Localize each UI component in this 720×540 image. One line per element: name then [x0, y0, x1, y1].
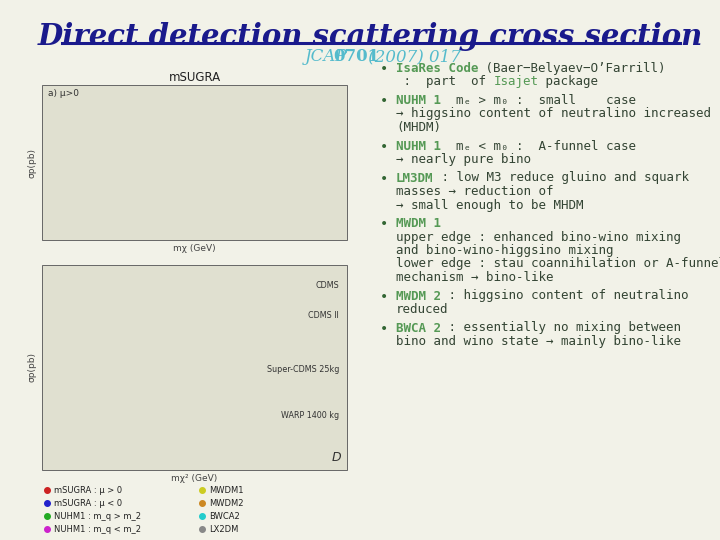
- Text: BWCA 2: BWCA 2: [396, 321, 441, 334]
- Text: •: •: [380, 139, 388, 153]
- Text: NUHM1 : m_q < m_2: NUHM1 : m_q < m_2: [54, 525, 141, 534]
- Bar: [42, 265, 347, 470]
- Text: 0701: 0701: [333, 48, 379, 65]
- Text: : higgsino content of neutralino: : higgsino content of neutralino: [441, 289, 688, 302]
- Text: mSUGRA: mSUGRA: [168, 71, 220, 84]
- Text: mechanism → bino-like: mechanism → bino-like: [396, 271, 554, 284]
- Text: NUHM1 : m_q > m_2: NUHM1 : m_q > m_2: [54, 512, 141, 521]
- Text: NUHM 1: NUHM 1: [396, 94, 441, 107]
- Text: MWDM2: MWDM2: [209, 499, 243, 508]
- Text: : low M3 reduce gluino and squark: : low M3 reduce gluino and squark: [433, 172, 688, 185]
- Text: •: •: [380, 62, 388, 76]
- Text: Super-CDMS 25kg: Super-CDMS 25kg: [266, 366, 339, 375]
- Text: WARP 1400 kg: WARP 1400 kg: [281, 410, 339, 420]
- Text: bino and wino state → mainly bino-like: bino and wino state → mainly bino-like: [396, 335, 681, 348]
- Text: mₑ > m₀ :  small    case: mₑ > m₀ : small case: [441, 94, 636, 107]
- Text: •: •: [380, 172, 388, 186]
- Text: •: •: [380, 289, 388, 303]
- Text: σp(pb): σp(pb): [27, 353, 37, 382]
- Text: MWDM1: MWDM1: [209, 486, 243, 495]
- Bar: [42, 85, 347, 240]
- Text: and bino-wino-higgsino mixing: and bino-wino-higgsino mixing: [396, 244, 613, 257]
- Text: •: •: [380, 94, 388, 108]
- Text: •: •: [380, 217, 388, 231]
- Text: (Baer−Belyaev−O’Farrill): (Baer−Belyaev−O’Farrill): [479, 62, 666, 75]
- Text: BWCA2: BWCA2: [209, 512, 240, 521]
- Text: σp(pb): σp(pb): [27, 147, 37, 178]
- Text: LM3DM: LM3DM: [396, 172, 433, 185]
- Text: NUHM 1: NUHM 1: [396, 139, 441, 152]
- Text: LX2DM: LX2DM: [209, 525, 238, 534]
- Text: → higgsino content of neutralino increased: → higgsino content of neutralino increas…: [396, 107, 711, 120]
- Text: → nearly pure bino: → nearly pure bino: [396, 153, 531, 166]
- Text: IsaRes Code: IsaRes Code: [396, 62, 479, 75]
- Text: mₑ < m₀ :  A-funnel case: mₑ < m₀ : A-funnel case: [441, 139, 636, 152]
- Text: package: package: [539, 76, 598, 89]
- Text: mχ (GeV): mχ (GeV): [174, 244, 216, 253]
- Text: MWDM 2: MWDM 2: [396, 289, 441, 302]
- Text: lower edge : stau coannihilation or A-funnel: lower edge : stau coannihilation or A-fu…: [396, 258, 720, 271]
- Text: → small enough to be MHDM: → small enough to be MHDM: [396, 199, 583, 212]
- Text: Isajet: Isajet: [493, 76, 539, 89]
- Text: (MHDM): (MHDM): [396, 121, 441, 134]
- Text: CDMS: CDMS: [315, 280, 339, 289]
- Text: masses → reduction of: masses → reduction of: [396, 185, 554, 198]
- Text: JCAP: JCAP: [305, 48, 353, 65]
- Text: mχ² (GeV): mχ² (GeV): [171, 474, 217, 483]
- Text: mSUGRA : μ < 0: mSUGRA : μ < 0: [54, 499, 122, 508]
- Text: upper edge : enhanced bino-wino mixing: upper edge : enhanced bino-wino mixing: [396, 231, 681, 244]
- Text: : essentially no mixing between: : essentially no mixing between: [441, 321, 681, 334]
- Text: CDMS II: CDMS II: [308, 310, 339, 320]
- Text: reduced: reduced: [396, 303, 449, 316]
- Text: :  part  of: : part of: [396, 76, 493, 89]
- Text: •: •: [380, 321, 388, 335]
- Text: a) μ>0: a) μ>0: [48, 89, 79, 98]
- Text: mSUGRA : μ > 0: mSUGRA : μ > 0: [54, 486, 122, 495]
- Text: MWDM 1: MWDM 1: [396, 217, 441, 230]
- Text: (2007) 017: (2007) 017: [363, 48, 461, 65]
- Text: Direct detection scattering cross section: Direct detection scattering cross sectio…: [37, 22, 703, 51]
- Text: D: D: [331, 451, 341, 464]
